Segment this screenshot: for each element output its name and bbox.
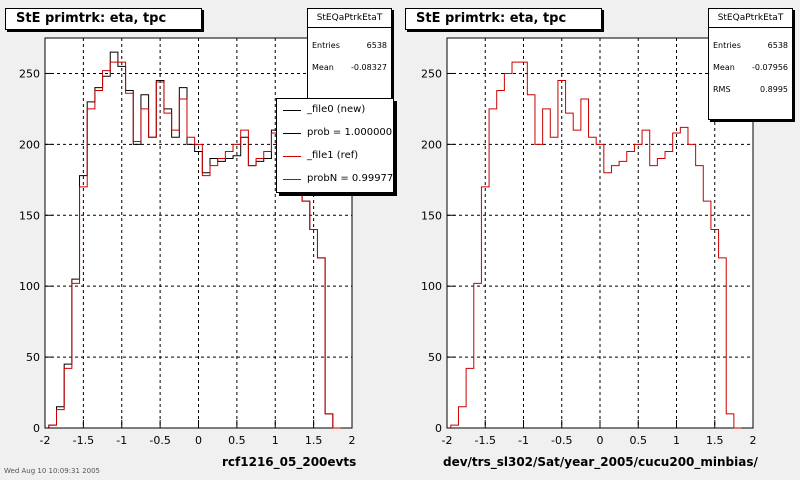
right-rms-label: RMS [713,85,731,94]
right-stats-box: StEQaPtrkEtaT Entries 6538 Mean -0.07956… [708,8,793,120]
right-mean-value: -0.07956 [752,63,788,72]
right-x-tick-label: 1 [673,434,680,447]
left-x-tick-label: 1 [272,434,279,447]
right-x-tick-label: 2 [750,434,757,447]
right-x-tick-label: -2 [442,434,453,447]
timestamp-footer: Wed Aug 10 10:09:31 2005 [4,467,100,475]
legend-entry-probn: probN = 0.99977 [277,168,393,191]
left-x-tick-label: 2 [349,434,356,447]
right-chart-title: StE primtrk: eta, tpc [405,8,602,30]
right-y-tick-label: 50 [428,351,442,364]
right-x-axis-label: dev/trs_sl302/Sat/year_2005/cucu200_minb… [443,455,758,469]
left-y-tick-label: 100 [19,280,40,293]
right-rms-value: 0.8995 [760,85,788,94]
legend-line-prob [283,133,301,134]
right-y-tick-label: 200 [421,138,442,151]
left-x-tick-label: -0.5 [149,434,170,447]
left-stats-entries: Entries 6538 [308,41,391,50]
right-x-tick-label: 0.5 [630,434,648,447]
right-mean-label: Mean [713,63,735,72]
left-mean-label: Mean [312,63,334,72]
right-stats-entries: Entries 6538 [709,41,792,50]
right-stats-rms: RMS 0.8995 [709,85,792,94]
legend-label-probn: probN = 0.99977 [307,173,394,184]
left-x-tick-label: 0 [195,434,202,447]
left-x-tick-label: -2 [40,434,51,447]
left-stats-mean: Mean -0.08327 [308,63,391,72]
right-x-tick-label: 1.5 [706,434,724,447]
right-y-tick-label: 150 [421,209,442,222]
left-x-tick-label: 0.5 [228,434,246,447]
legend-label-new: _file0 (new) [307,104,366,115]
left-legend: _file0 (new) prob = 1.000000 _file1 (ref… [276,98,394,193]
right-y-tick-label: 250 [421,67,442,80]
right-series-ref [450,61,742,429]
left-entries-label: Entries [312,41,340,50]
left-y-tick-label: 200 [19,138,40,151]
right-x-tick-label: 0 [597,434,604,447]
left-y-tick-label: 50 [26,351,40,364]
legend-label-prob: prob = 1.000000 [307,127,393,138]
right-x-tick-label: -0.5 [551,434,572,447]
legend-line-probn [283,179,301,180]
left-y-tick-label: 0 [33,422,40,435]
right-y-tick-label: 100 [421,280,442,293]
left-y-tick-label: 250 [19,67,40,80]
legend-entry-ref: _file1 (ref) [277,145,393,168]
right-entries-label: Entries [713,41,741,50]
right-stats-mean: Mean -0.07956 [709,63,792,72]
left-y-tick-label: 150 [19,209,40,222]
left-x-tick-label: 1.5 [305,434,323,447]
right-x-tick-label: -1.5 [475,434,496,447]
legend-label-ref: _file1 (ref) [307,150,359,161]
left-chart-title: StE primtrk: eta, tpc [5,8,202,30]
legend-entry-new: _file0 (new) [277,99,393,122]
legend-entry-prob: prob = 1.000000 [277,122,393,145]
right-y-tick-label: 0 [435,422,442,435]
legend-line-ref [283,156,301,157]
right-entries-value: 6538 [767,41,788,50]
left-x-tick-label: -1.5 [73,434,94,447]
left-x-axis-label: rcf1216_05_200evts [222,455,357,469]
legend-line-new [283,110,301,111]
left-x-tick-label: -1 [116,434,127,447]
left-stats-name: StEQaPtrkEtaT [308,9,391,28]
left-entries-value: 6538 [366,41,387,50]
right-stats-name: StEQaPtrkEtaT [709,9,792,28]
right-x-tick-label: -1 [518,434,529,447]
left-mean-value: -0.08327 [351,63,387,72]
